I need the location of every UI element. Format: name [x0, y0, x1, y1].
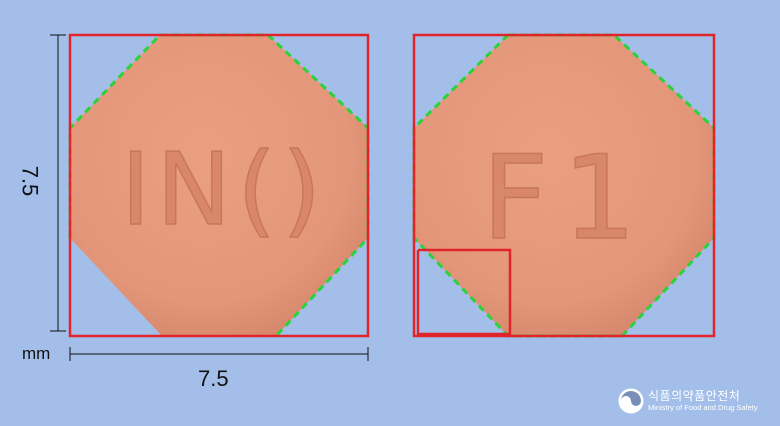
logo-name-ko: 식품의약품안전처 — [648, 389, 741, 403]
mfds-emblem-icon — [618, 388, 644, 414]
logo-name-en: Ministry of Food and Drug Safety — [648, 403, 758, 412]
back-corner-box — [416, 248, 512, 336]
tablet-front-imprint: IN() — [121, 131, 327, 248]
tablet-back-imprint: F1 — [482, 131, 651, 266]
tablet-front-body — [70, 35, 368, 336]
front-bounding-box — [68, 33, 370, 338]
width-dimension — [69, 347, 369, 361]
mfds-logo: 식품의약품안전처 Ministry of Food and Drug Safet… — [618, 386, 778, 418]
back-bounding-box — [412, 33, 716, 338]
tablet-front: IN() — [68, 33, 370, 338]
tablet-back-body — [414, 35, 714, 336]
width-label: 7.5 — [198, 366, 229, 391]
tablet-back: F1 — [412, 33, 716, 338]
unit-label: mm — [22, 344, 51, 363]
height-label: 7.5 — [17, 165, 43, 197]
height-dimension — [50, 34, 66, 332]
